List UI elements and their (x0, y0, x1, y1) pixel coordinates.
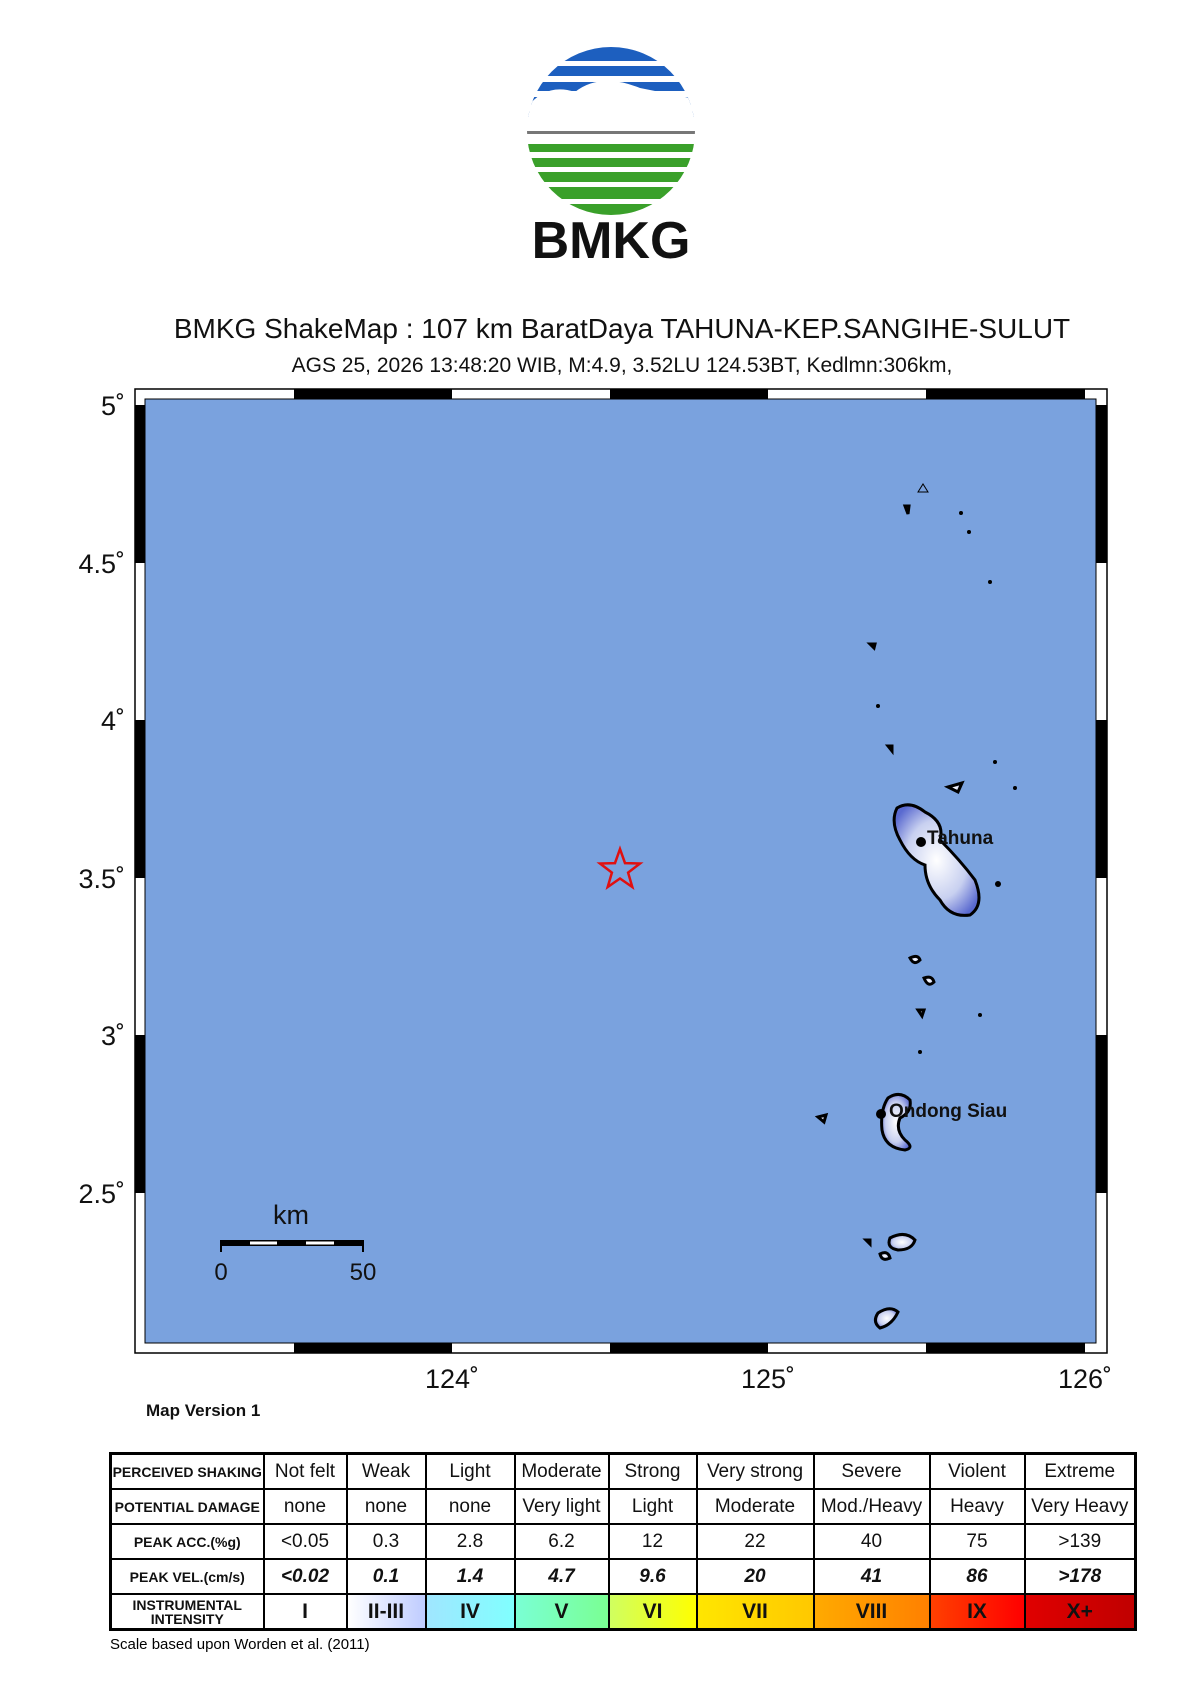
legend-cell: 41 (812, 1558, 931, 1595)
legend-cell: none (262, 1488, 348, 1525)
legend-cell: Severe (812, 1452, 931, 1490)
scale-bar (220, 1240, 364, 1252)
legend-cell: IX (928, 1593, 1026, 1631)
legend-cell: 2.8 (424, 1523, 516, 1560)
frame-tick (135, 720, 145, 878)
legend-row: INSTRUMENTAL INTENSITY I II-III IV V VI VII VII… (109, 1593, 1137, 1631)
lat-label: 4.5˚ (78, 549, 125, 579)
legend-row: PERCEIVED SHAKING Not felt Weak Light Modera… (109, 1452, 1137, 1490)
legend-cell: Violent (928, 1452, 1026, 1490)
legend-cell: Very light (513, 1488, 610, 1525)
map-title: BMKG ShakeMap : 107 km BaratDaya TAHUNA-… (174, 313, 1070, 344)
legend-cell: Mod./Heavy (812, 1488, 931, 1525)
frame-tick (294, 1343, 452, 1353)
legend-cell: 6.2 (513, 1523, 610, 1560)
legend-row-header: POTENTIAL DAMAGE (109, 1488, 265, 1525)
legend-cell: Very Heavy (1023, 1488, 1137, 1525)
legend-cell: none (424, 1488, 516, 1525)
legend-row: PEAK VEL.(cm/s) <0.02 0.1 1.4 4.7 9.6 20 41 86 >1… (109, 1558, 1137, 1595)
legend-cell: 22 (695, 1523, 815, 1560)
legend-cell: 0.3 (345, 1523, 427, 1560)
legend-cell: 40 (812, 1523, 931, 1560)
volcano (917, 483, 929, 493)
legend-cell: Moderate (695, 1488, 815, 1525)
legend-cell: X+ (1023, 1593, 1137, 1631)
logo-text: BMKG (532, 212, 691, 270)
lat-label: 2.5˚ (78, 1179, 125, 1209)
legend-cell: Moderate (513, 1452, 610, 1490)
legend-cell: Light (607, 1488, 698, 1525)
legend-cell: Extreme (1023, 1452, 1137, 1490)
scale-unit: km (273, 1200, 309, 1230)
legend-cell: VI (607, 1593, 698, 1631)
frame-ticks (135, 389, 1107, 1353)
lat-label: 4˚ (101, 706, 125, 736)
legend-cell: VIII (812, 1593, 931, 1631)
lon-label: 124˚ (425, 1364, 479, 1394)
legend-cell: V (513, 1593, 610, 1631)
frame-tick (135, 405, 145, 563)
islands (814, 504, 981, 1330)
scale-label: 50 (350, 1259, 377, 1286)
map-subtitle: AGS 25, 2026 13:48:20 WIB, M:4.9, 3.52LU… (292, 354, 953, 377)
frame-tick (294, 389, 452, 399)
city-dot (876, 1109, 886, 1119)
logo (527, 47, 695, 215)
scale-label: 0 (214, 1259, 227, 1286)
frame-tick (1096, 1035, 1107, 1193)
place-label: Ondong Siau (889, 1101, 1007, 1122)
frame-tick (1096, 720, 1107, 878)
legend-row-header: PEAK VEL.(cm/s) (109, 1558, 265, 1595)
legend-cell: 20 (695, 1558, 815, 1595)
city-dot (916, 837, 926, 847)
epicenter (596, 845, 644, 891)
lon-label: 125˚ (741, 1364, 795, 1394)
legend-row-header: PERCEIVED SHAKING (109, 1452, 265, 1490)
legend-cell: Weak (345, 1452, 427, 1490)
legend-cell: 9.6 (607, 1558, 698, 1595)
legend-cell: II-III (345, 1593, 427, 1631)
frame-tick (610, 389, 768, 399)
frame-tick (1096, 405, 1107, 563)
legend-cell: Strong (607, 1452, 698, 1490)
legend-row-header: INSTRUMENTAL INTENSITY (109, 1593, 265, 1631)
legend-cell: 1.4 (424, 1558, 516, 1595)
legend-cell: Heavy (928, 1488, 1026, 1525)
axis-labels: 5˚ 4.5˚ 4˚ 3.5˚ 3˚ 2.5˚ 124˚ 125˚ 126˚ (78, 391, 1112, 1394)
legend-cell: IV (424, 1593, 516, 1631)
legend-cell: <0.05 (262, 1523, 348, 1560)
legend-cell: 86 (928, 1558, 1026, 1595)
frame-tick (135, 1035, 145, 1193)
legend-cell: Light (424, 1452, 516, 1490)
legend-row-header: PEAK ACC.(%g) (109, 1523, 265, 1560)
legend-cell: 0.1 (345, 1558, 427, 1595)
frame-tick (610, 1343, 768, 1353)
map-version: Map Version 1 (146, 1401, 260, 1420)
lat-label: 3.5˚ (78, 864, 125, 894)
lon-label: 126˚ (1058, 1364, 1112, 1394)
frame-tick (926, 1343, 1085, 1353)
legend-cell: Very strong (695, 1452, 815, 1490)
map-sheet: BMKG BMKG ShakeMap : 107 km BaratDaya TA… (78, 47, 1112, 1420)
legend-cell: 75 (928, 1523, 1026, 1560)
legend-row: PEAK ACC.(%g) <0.05 0.3 2.8 6.2 12 22 40 75 >139 (109, 1523, 1137, 1560)
intensity-legend: PERCEIVED SHAKING Not felt Weak Light Modera… (109, 1452, 1137, 1631)
legend-cell: I (262, 1593, 348, 1631)
island-dots (876, 511, 1017, 1054)
legend-cell: 4.7 (513, 1558, 610, 1595)
legend-row: POTENTIAL DAMAGE none none none Very light Li… (109, 1488, 1137, 1525)
lat-label: 3˚ (101, 1021, 125, 1051)
frame-tick (926, 389, 1085, 399)
legend-cell: >178 (1023, 1558, 1137, 1595)
legend-cell: VII (695, 1593, 815, 1631)
place-label: Tahuna (927, 828, 994, 849)
footnote: Scale based upon Worden et al. (2011) (110, 1636, 370, 1653)
legend-cell: none (345, 1488, 427, 1525)
legend-cell: >139 (1023, 1523, 1137, 1560)
legend-cell: <0.02 (262, 1558, 348, 1595)
lat-label: 5˚ (101, 391, 125, 421)
legend-cell: 12 (607, 1523, 698, 1560)
legend-cell: Not felt (262, 1452, 348, 1490)
